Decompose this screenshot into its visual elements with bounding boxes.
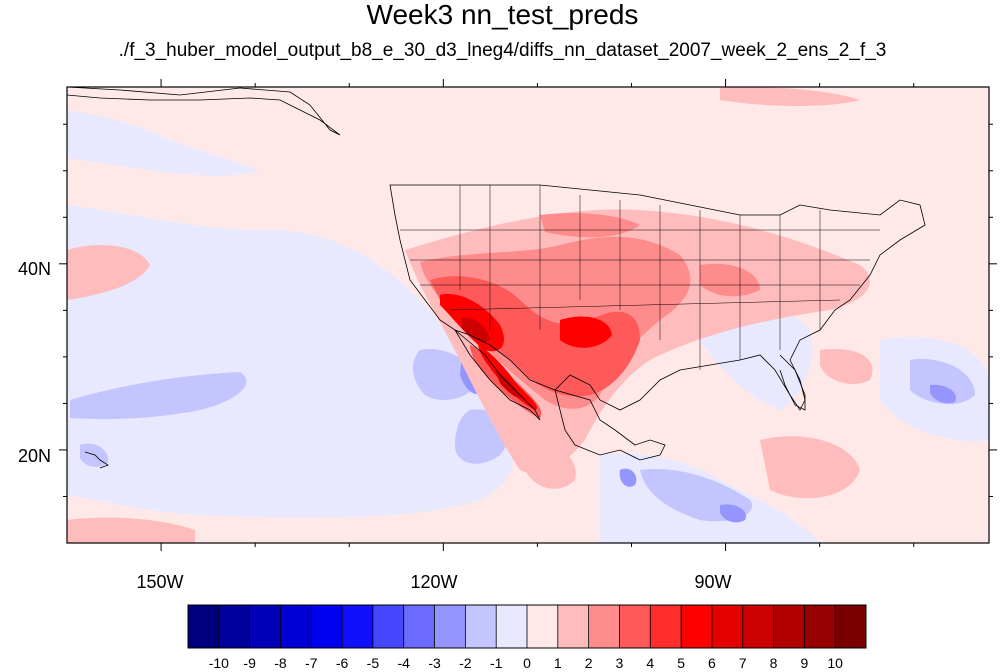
colorbar-label: -6 — [336, 655, 349, 671]
colorbar-label: -7 — [305, 655, 318, 671]
colorbar-swatch — [588, 605, 620, 648]
colorbar-swatch — [681, 605, 713, 648]
colorbar-label: 6 — [708, 655, 716, 671]
map-field — [67, 87, 989, 543]
colorbar-swatch — [742, 605, 775, 648]
chart-title: Week3 nn_test_preds — [366, 0, 639, 30]
colorbar-label: 0 — [523, 655, 531, 671]
colorbar-swatch — [218, 605, 251, 648]
coastlines — [67, 87, 926, 469]
colorbar-swatch — [773, 605, 805, 648]
colorbar-swatch — [619, 605, 651, 648]
colorbar-swatch — [804, 605, 836, 648]
map-frame — [66, 86, 990, 544]
colorbar-label: -5 — [367, 655, 380, 671]
colorbar-label: -9 — [243, 655, 256, 671]
colorbar-label: -8 — [274, 655, 287, 671]
colorbar-label: 5 — [677, 655, 685, 671]
lon-label-150w: 150W — [136, 572, 183, 592]
colorbar-label: 4 — [646, 655, 654, 671]
colorbar-swatch — [249, 605, 281, 648]
colorbar-label: -10 — [209, 655, 229, 671]
field-negative-mid — [70, 349, 975, 522]
colorbar-frame — [187, 604, 867, 649]
colorbar-label: 7 — [739, 655, 747, 671]
colorbar-label: 8 — [770, 655, 778, 671]
axis-ticks — [59, 79, 997, 551]
colorbar-label: -4 — [398, 655, 411, 671]
florida-outline — [779, 354, 806, 411]
lon-label-90w: 90W — [694, 572, 731, 592]
baja-outline — [454, 329, 541, 421]
colorbar-swatch — [465, 605, 497, 648]
colorbar-label: 9 — [800, 655, 808, 671]
colorbar-label: 2 — [585, 655, 593, 671]
colorbar-swatch — [434, 605, 466, 648]
alaska-outline — [67, 87, 341, 136]
colorbar-label: -2 — [459, 655, 472, 671]
lat-label-40n: 40N — [18, 259, 51, 279]
colorbar-swatch — [835, 605, 867, 648]
colorbar-label: -1 — [490, 655, 503, 671]
colorbar-swatch — [650, 605, 682, 648]
colorbar-swatch — [527, 605, 559, 648]
lon-label-120w: 120W — [410, 572, 457, 592]
hawaii-outline — [84, 451, 109, 469]
colorbar-label: 1 — [554, 655, 562, 671]
colorbar-label: 3 — [616, 655, 624, 671]
colorbar-swatch — [188, 605, 220, 648]
colorbar-swatch — [311, 605, 343, 648]
colorbar-swatch — [372, 605, 405, 648]
colorbar-swatch — [496, 605, 528, 648]
colorbar-swatch — [711, 605, 744, 648]
colorbar-label: -3 — [428, 655, 441, 671]
colorbar-swatch — [403, 605, 436, 648]
colorbar-swatch — [342, 605, 374, 648]
colorbar: -10 -9 -8 -7 -6 -5 -4 -3 -2 -1 0 1 2 3 4 5 6 7 8 9 10 — [187, 604, 867, 671]
mexico-outline — [554, 389, 666, 461]
lat-label-20n: 20N — [18, 446, 51, 466]
colorbar-label: 10 — [827, 655, 843, 671]
colorbar-swatch — [280, 605, 312, 648]
state-borders — [400, 185, 880, 370]
chart-subtitle: ./f_3_huber_model_output_b8_e_30_d3_lneg… — [118, 40, 887, 61]
colorbar-swatch — [557, 605, 590, 648]
